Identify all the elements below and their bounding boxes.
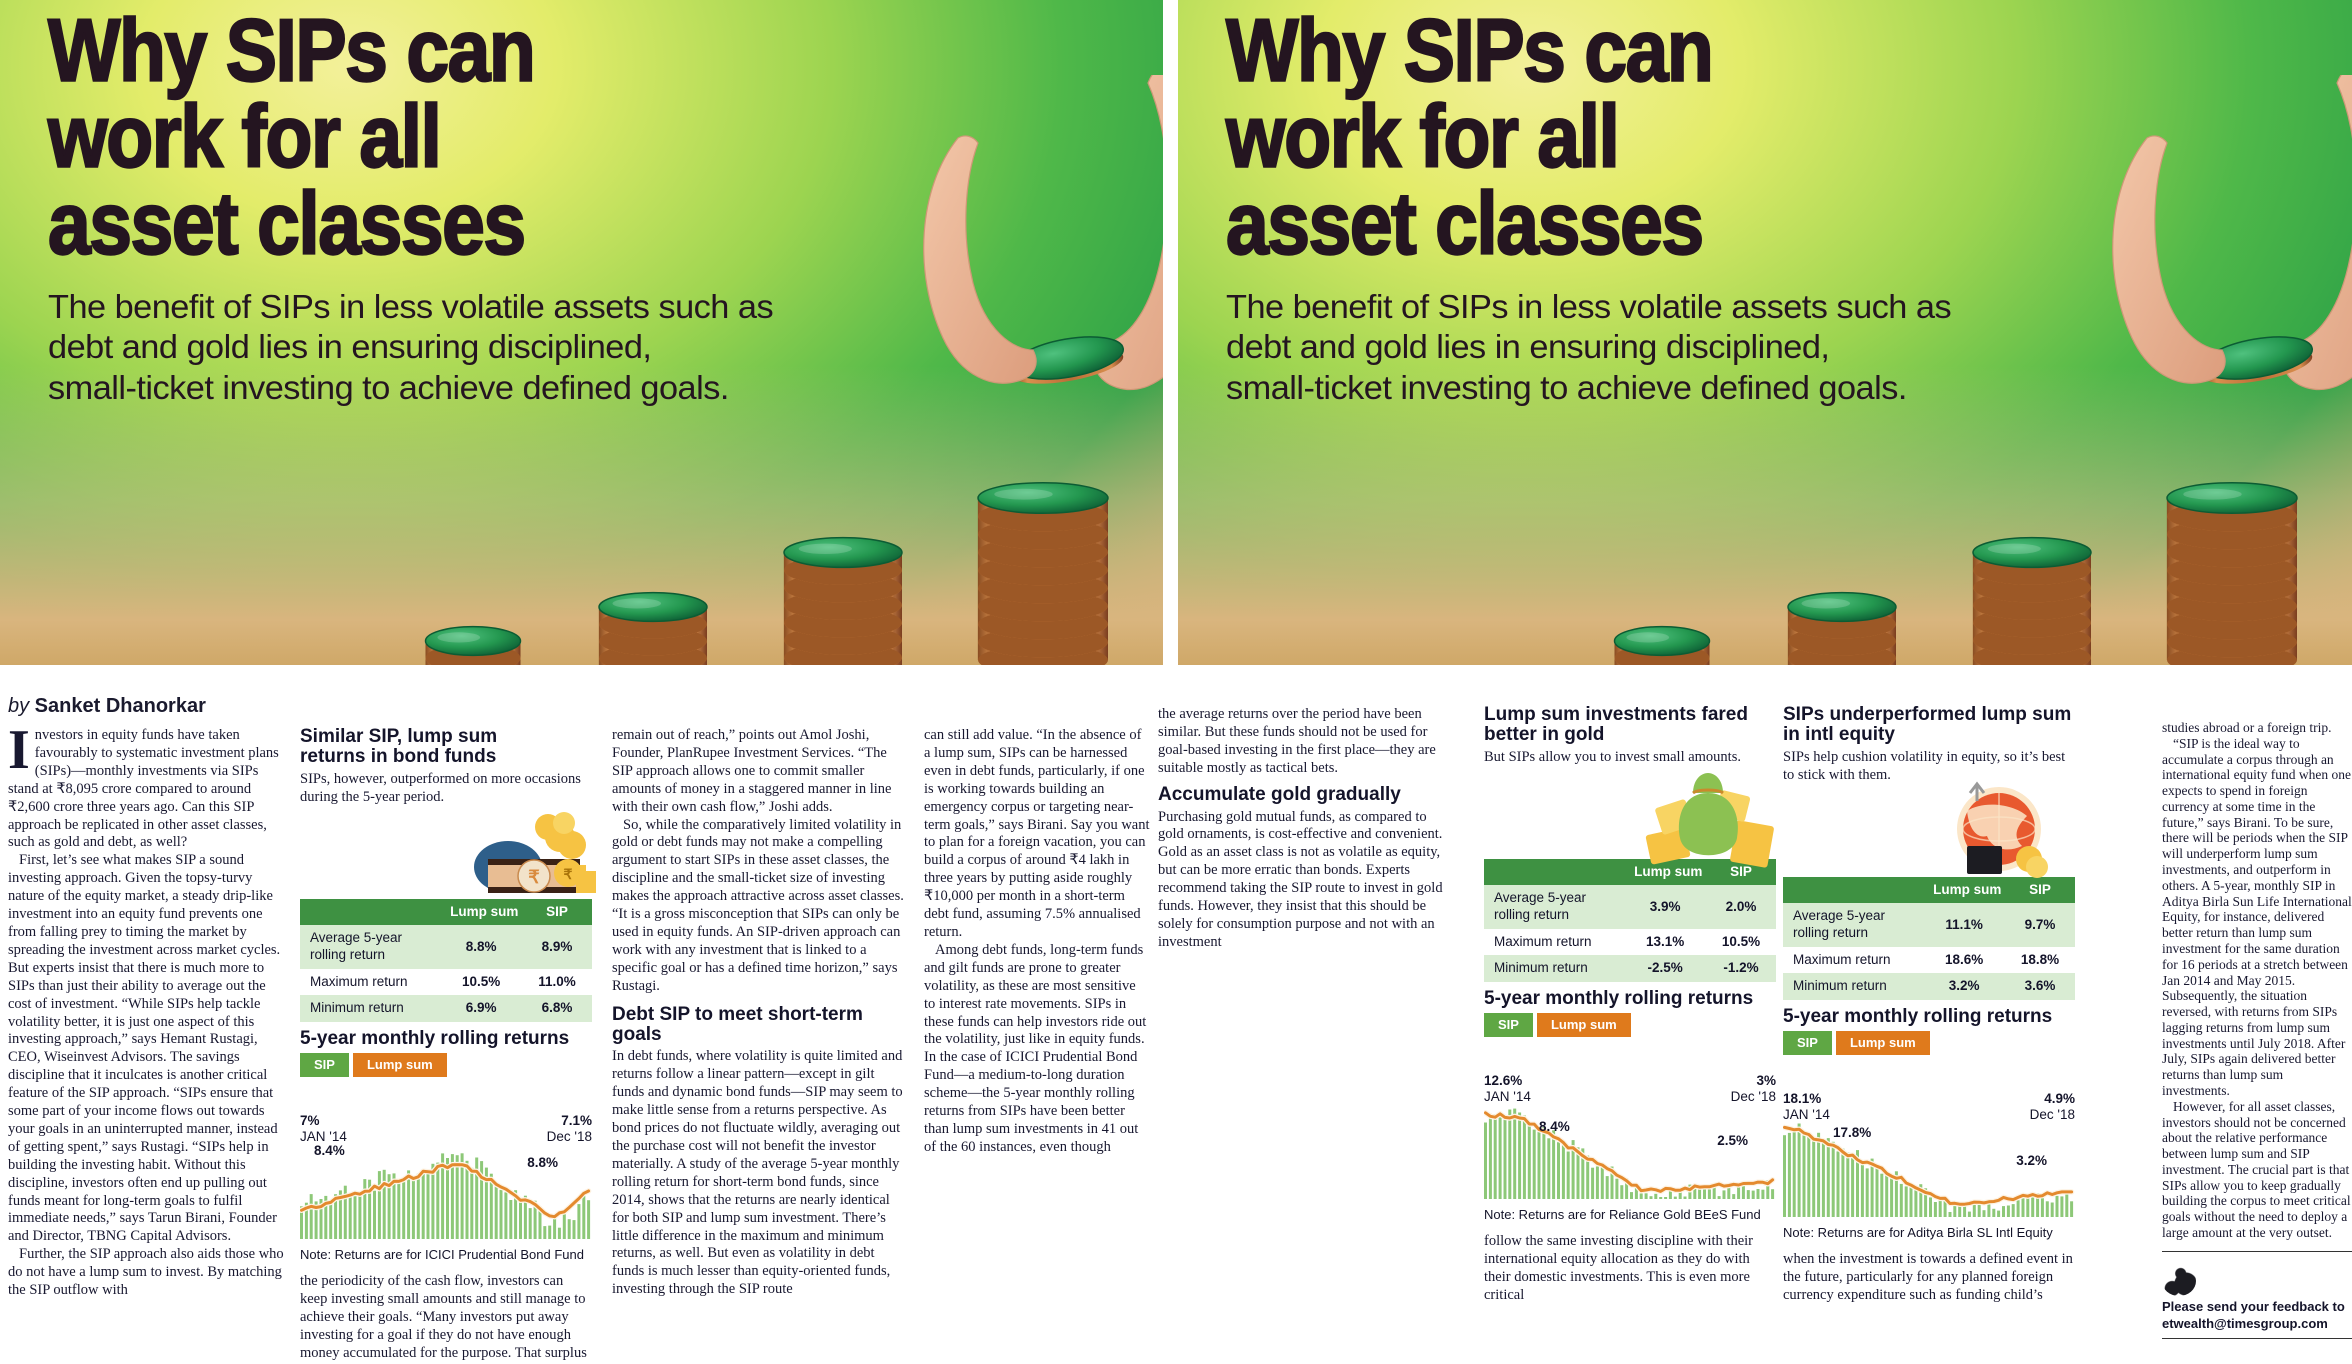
svg-text:₹: ₹ (564, 866, 573, 882)
svg-text:₹: ₹ (528, 867, 540, 887)
